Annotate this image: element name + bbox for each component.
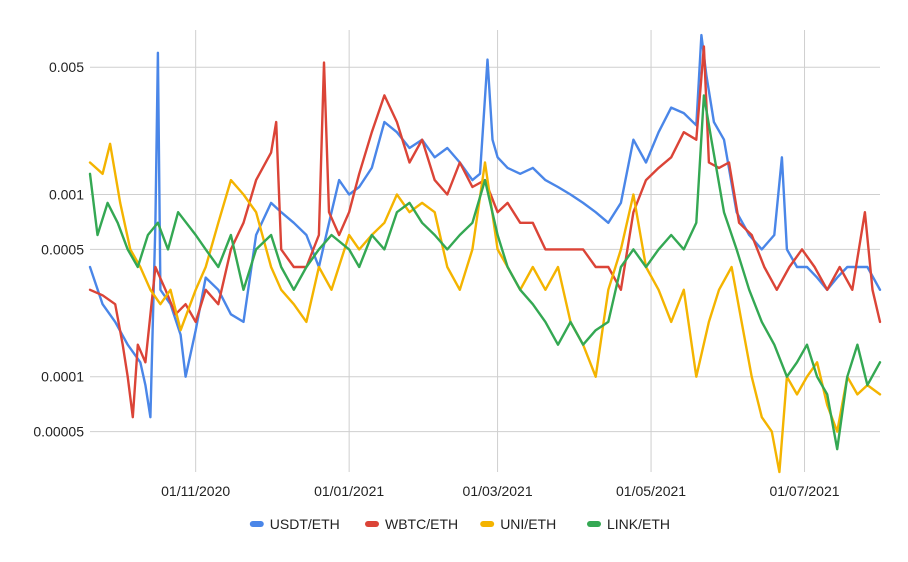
y-tick-label: 0.0001 [41,369,84,385]
y-tick-label: 0.005 [49,59,84,75]
y-tick-label: 0.00005 [33,424,84,440]
x-tick-label: 01/11/2020 [161,483,230,499]
legend-swatch [249,521,264,527]
x-tick-label: 01/01/2021 [314,483,384,499]
legend-label: USDT/ETH [270,516,340,532]
x-tick-label: 01/05/2021 [616,483,686,499]
y-tick-label: 0.0005 [41,241,84,257]
legend-label: WBTC/ETH [385,516,458,532]
series-line-link-eth [88,94,882,451]
legend-swatch [365,521,379,527]
legend-swatch [587,521,601,527]
series-line-usdt-eth [88,33,882,419]
legend: USDT/ETH WBTC/ETH UNI/ETH LINK/ETH [249,516,670,532]
x-axis-tick-labels: 01/11/2020 01/01/2021 01/03/2021 01/05/2021… [161,483,840,499]
legend-label: LINK/ETH [607,516,670,532]
series-line-uni-eth [88,142,882,474]
series-line-wbtc-eth [88,45,882,419]
grid-layer [90,30,880,472]
x-tick-label: 01/07/2021 [769,483,839,499]
x-tick-label: 01/03/2021 [463,483,533,499]
legend-label: UNI/ETH [500,516,556,532]
legend-swatch [480,521,495,527]
y-axis-tick-labels: 0.00005 0.0001 0.0005 0.001 0.005 [33,59,84,439]
y-tick-label: 0.001 [49,187,84,203]
series-lines [88,33,882,474]
